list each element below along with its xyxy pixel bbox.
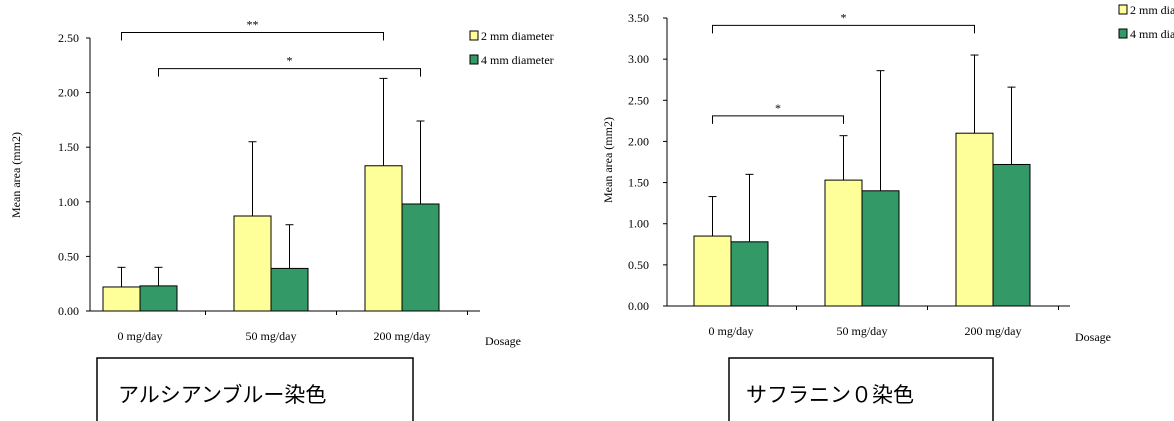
bar — [955, 132, 994, 307]
significance-line — [121, 32, 384, 41]
bar — [233, 215, 272, 312]
y-tick-label: 3.00 — [628, 52, 649, 66]
legend-swatch — [469, 30, 479, 41]
significance-label: * — [287, 54, 293, 68]
y-tick-label: 0.00 — [628, 299, 649, 313]
y-tick-label: 2.00 — [628, 134, 649, 148]
significance-line — [712, 115, 844, 124]
y-tick-label: 1.50 — [628, 176, 649, 190]
x-axis-title: Dosage — [1075, 330, 1111, 344]
x-tick-label: 0 mg/day — [118, 329, 163, 343]
significance-bracket: * — [712, 10, 975, 34]
bar — [102, 286, 141, 312]
legend-swatch — [1118, 28, 1128, 39]
caption-box: サフラニン０染色 — [728, 357, 994, 421]
legend: 2 mm diameter 4 mm diameter — [469, 29, 554, 67]
x-tick-label: 200 mg/day — [374, 329, 431, 343]
bar — [139, 285, 178, 312]
y-tick-label: 2.00 — [58, 86, 79, 100]
bar — [861, 190, 900, 307]
significance-bracket: ** — [121, 18, 384, 41]
significance-label: * — [775, 101, 781, 115]
significance-label: ** — [247, 18, 259, 32]
bar — [693, 235, 732, 307]
bar — [401, 203, 440, 312]
y-tick-label: 2.50 — [628, 93, 649, 107]
caption-text: サフラニン０染色 — [746, 383, 914, 407]
y-tick-label: 0.50 — [628, 258, 649, 272]
bar — [824, 179, 863, 307]
y-tick-label: 0.00 — [58, 304, 79, 318]
bar — [992, 163, 1031, 307]
legend: 2 mm diameter 4 mm diameter — [1118, 3, 1174, 41]
x-tick-label: 200 mg/day — [965, 324, 1022, 338]
bar — [364, 165, 403, 312]
legend-swatch — [1118, 4, 1128, 15]
legend-label: 2 mm diameter — [1130, 3, 1174, 17]
y-axis-title: Mean area (mm2) — [9, 132, 23, 218]
y-tick-label: 1.50 — [58, 140, 79, 154]
caption-text: アルシアンブルー染色 — [118, 383, 326, 407]
significance-bracket: * — [712, 101, 844, 124]
chart-1: 0.00 0.50 1.00 1.50 2.00 2.50 0 mg/day 50 mg/da… — [9, 18, 554, 421]
y-tick-label: 1.00 — [58, 195, 79, 209]
legend-label: 4 mm diameter — [1130, 27, 1174, 41]
significance-line — [158, 68, 421, 77]
significance-line — [712, 24, 975, 34]
x-tick-label: 50 mg/day — [837, 324, 888, 338]
significance-label: * — [841, 10, 847, 24]
legend-swatch — [469, 54, 479, 65]
caption-frame — [728, 357, 994, 421]
caption-frame — [96, 357, 414, 421]
y-tick-label: 0.50 — [58, 249, 79, 263]
legend-label: 2 mm diameter — [481, 29, 554, 43]
bar — [270, 267, 309, 312]
legend-label: 4 mm diameter — [481, 53, 554, 67]
bar — [730, 241, 769, 307]
caption-box: アルシアンブルー染色 — [96, 357, 414, 421]
chart-2: 0.00 0.50 1.00 1.50 2.00 2.50 3.00 3.50 0 mg/day… — [601, 3, 1174, 421]
y-axis-title: Mean area (mm2) — [601, 117, 615, 203]
x-tick-label: 50 mg/day — [246, 329, 297, 343]
y-tick-label: 1.00 — [628, 217, 649, 231]
x-tick-label: 0 mg/day — [709, 324, 754, 338]
x-axis-title: Dosage — [485, 334, 521, 348]
y-tick-label: 3.50 — [628, 11, 649, 25]
y-tick-label: 2.50 — [58, 31, 79, 45]
significance-bracket: * — [158, 54, 421, 77]
